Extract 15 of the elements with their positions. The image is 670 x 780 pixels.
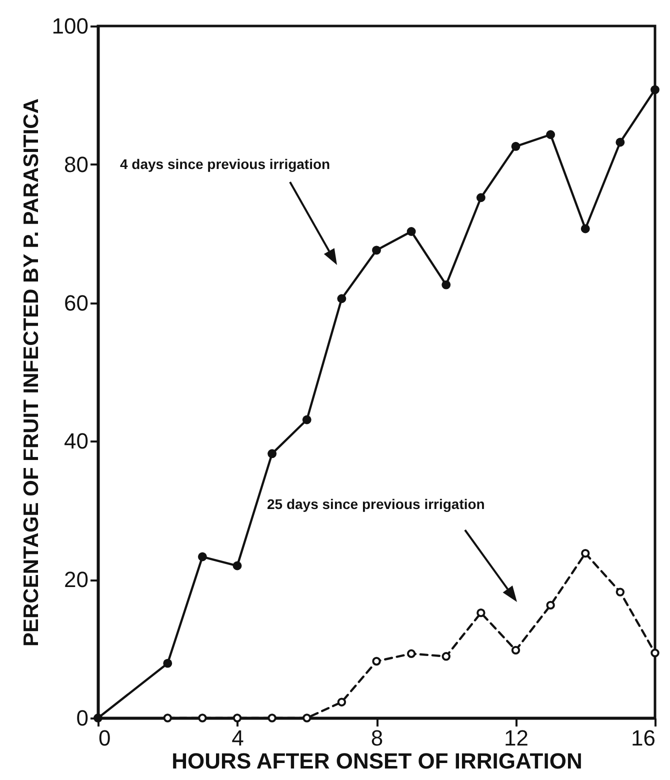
x-tick-label: 0 — [98, 726, 111, 750]
x-tick-label: 12 — [504, 726, 528, 750]
y-tick-label: 80 — [64, 152, 88, 177]
y-tick-label: 100 — [52, 14, 88, 38]
y-tick-label: 40 — [64, 428, 88, 454]
x-tick-label: 8 — [370, 726, 384, 750]
annotation: 4 days since previous irrigation — [120, 156, 330, 172]
y-axis-title: PERCENTAGE OF FRUIT INFECTED BY P. PARASITICA — [20, 98, 43, 646]
y-tick-label: 20 — [64, 567, 88, 592]
y-tick-label: 60 — [64, 290, 88, 316]
annotation: 25 days since previous irrigation — [267, 496, 485, 512]
x-tick-label: 16 — [631, 726, 656, 750]
y-tick-label: 0 — [76, 706, 88, 730]
x-axis-title: HOURS AFTER ONSET OF IRRIGATION — [172, 748, 582, 774]
x-tick-label: 4 — [232, 726, 244, 750]
